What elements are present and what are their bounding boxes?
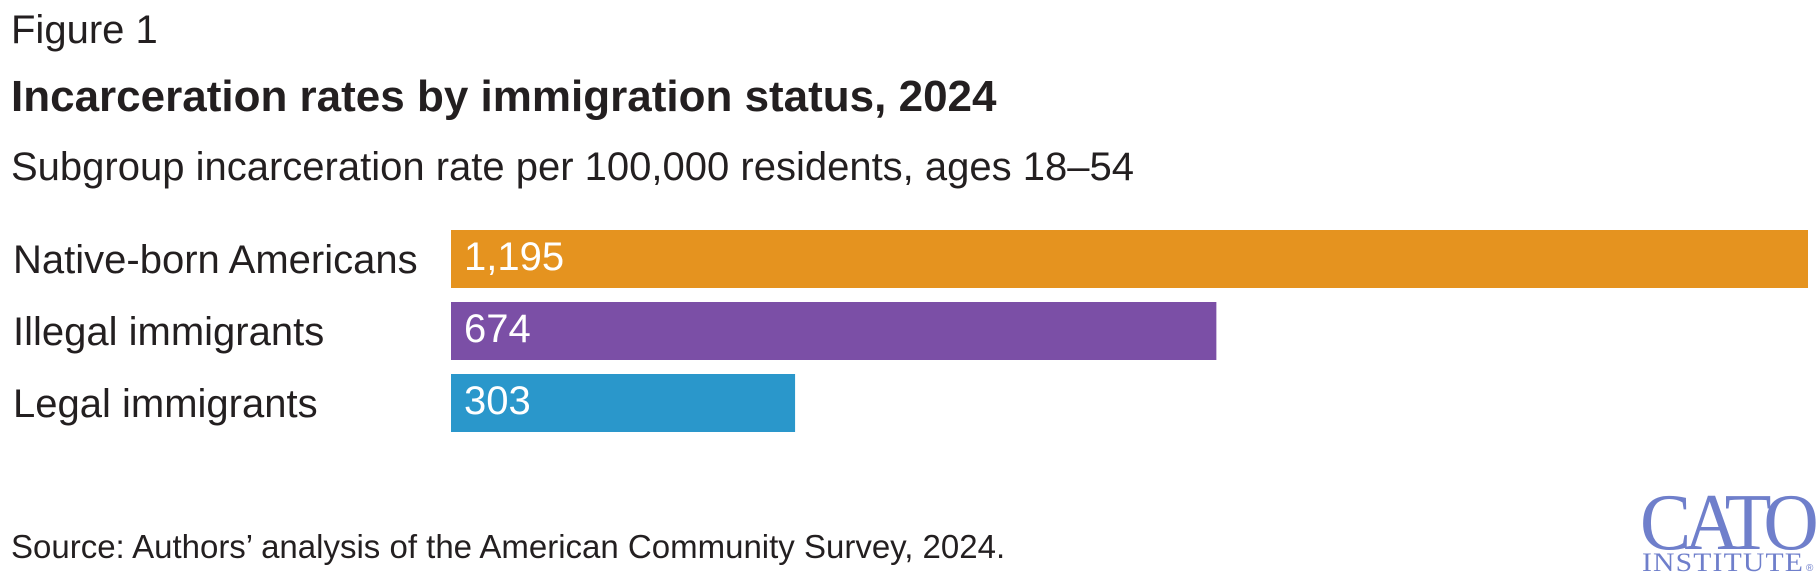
- category-label-illegal-immigrants: Illegal immigrants: [13, 310, 324, 354]
- chart-title: Incarceration rates by immigration statu…: [11, 72, 997, 121]
- value-label-illegal-immigrants: 674: [464, 307, 531, 351]
- value-label-native-born-americans: 1,195: [464, 235, 564, 279]
- bar-chart: Native-born Americans 1,195 Illegal immigr…: [13, 230, 1808, 432]
- chart-subtitle: Subgroup incarceration rate per 100,000 …: [11, 145, 1134, 189]
- cato-institute-logo: CATO INSTITUTE ®: [1640, 491, 1816, 577]
- figure-label: Figure 1: [11, 8, 158, 52]
- value-label-legal-immigrants: 303: [464, 379, 531, 423]
- logo-subtext: INSTITUTE: [1642, 548, 1804, 577]
- category-label-legal-immigrants: Legal immigrants: [13, 382, 318, 426]
- bar-native-born-americans: [451, 230, 1808, 288]
- logo-registered-mark: ®: [1806, 563, 1814, 574]
- source-note: Source: Authors’ analysis of the America…: [11, 528, 1006, 565]
- logo-wordmark: CATO: [1640, 491, 1816, 567]
- bar-illegal-immigrants: [451, 302, 1217, 360]
- bar-legal-immigrants: [451, 374, 796, 432]
- category-label-native-born-americans: Native-born Americans: [13, 238, 418, 282]
